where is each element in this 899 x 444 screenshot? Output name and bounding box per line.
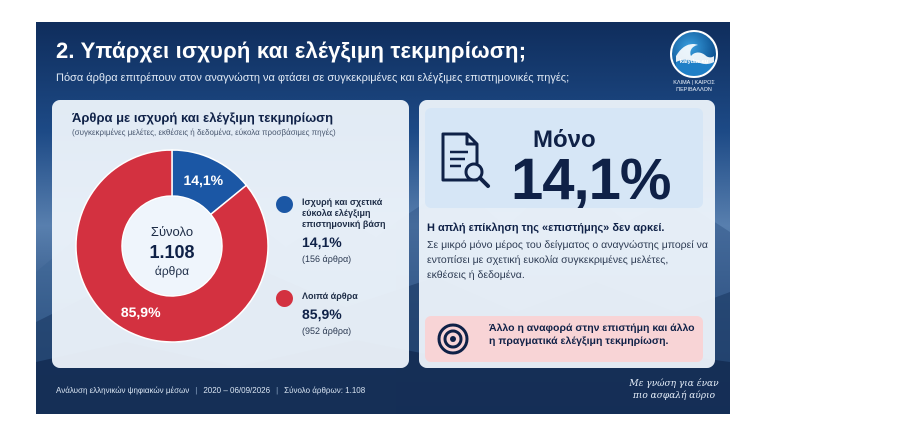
footer: Ανάλυση ελληνικών ψηφιακών μέσων | 2020 – … bbox=[56, 386, 366, 395]
legend-label-other: Λοιπά άρθρα bbox=[302, 291, 358, 301]
chart-title: Άρθρα με ισχυρή και ελέγξιμη τεκμηρίωση bbox=[72, 110, 334, 125]
insight-panel: Μόνο 14,1% Η απλή επίκληση της «επιστήμη… bbox=[419, 100, 715, 368]
legend-pct-documented: 14,1% bbox=[302, 234, 342, 250]
highlight-box: Μόνο 14,1% bbox=[425, 108, 703, 212]
wave-logo-icon: kalydas.eu bbox=[670, 30, 718, 78]
legend-dot-red bbox=[276, 290, 293, 307]
infographic-card: 2. Υπάρχει ισχυρή και ελέγξιμη τεκμηρίωσ… bbox=[36, 22, 730, 414]
legend-count-other: (952 άρθρα) bbox=[302, 326, 352, 336]
donut-center-label-bottom: άρθρα bbox=[155, 264, 189, 278]
donut-chart: Σύνολο 1.108 άρθρα 14,1% 85,9% bbox=[75, 149, 269, 343]
brand-logo: kalydas.eu ΚΛΙΜΑ | ΚΑΙΡΟΣ ΠΕΡΙΒΑΛΛΟΝ bbox=[664, 30, 724, 94]
target-icon bbox=[437, 323, 469, 355]
highlight-value: 14,1% bbox=[511, 147, 671, 212]
legend-label-documented: Ισχυρή και σχετικά εύκολα ελέγξιμη επιστ… bbox=[302, 197, 386, 229]
document-search-icon bbox=[441, 132, 490, 188]
insight-title: Η απλή επίκληση της «επιστήμης» δεν αρκε… bbox=[427, 222, 665, 234]
donut-label-other: 85,9% bbox=[121, 304, 161, 320]
donut-center-label-top: Σύνολο bbox=[151, 224, 193, 239]
legend-count-documented: (156 άρθρα) bbox=[302, 254, 352, 264]
chart-panel: Άρθρα με ισχυρή και ελέγξιμη τεκμηρίωση … bbox=[52, 100, 409, 368]
highlight-prefix: Μόνο bbox=[533, 126, 596, 153]
donut-hole bbox=[123, 197, 221, 295]
donut-label-documented: 14,1% bbox=[183, 172, 223, 188]
chart-subtitle: (συγκεκριμένες μελέτες, εκθέσεις ή δεδομ… bbox=[72, 128, 336, 137]
logo-tagline: ΚΛΙΜΑ | ΚΑΙΡΟΣ ΠΕΡΙΒΑΛΛΟΝ bbox=[673, 80, 715, 93]
donut-center-value: 1.108 bbox=[149, 242, 194, 262]
page-subtitle: Πόσα άρθρα επιτρέπουν στον αναγνώστη να … bbox=[56, 72, 570, 84]
footer-period: 2020 – 06/09/2026 bbox=[203, 386, 271, 395]
callout-box: Άλλο η αναφορά στην επιστήμη και άλλο η … bbox=[425, 316, 703, 362]
footer-tagline: Με γνώση για έναν πιο ασφαλή αύριο bbox=[629, 379, 719, 401]
footer-source: Ανάλυση ελληνικών ψηφιακών μέσων bbox=[56, 386, 190, 395]
legend-pct-other: 85,9% bbox=[302, 306, 342, 322]
donut-slice-other bbox=[75, 149, 269, 343]
footer-total: Σύνολο άρθρων: 1.108 bbox=[284, 386, 366, 395]
legend-dot-blue bbox=[276, 196, 293, 213]
insight-body: Σε μικρό μόνο μέρος του δείγματος ο αναγ… bbox=[427, 239, 708, 281]
page-title: 2. Υπάρχει ισχυρή και ελέγξιμη τεκμηρίωσ… bbox=[56, 38, 527, 63]
logo-name: kalydas.eu bbox=[679, 59, 709, 65]
callout-text: Άλλο η αναφορά στην επιστήμη και άλλο η … bbox=[489, 322, 695, 347]
